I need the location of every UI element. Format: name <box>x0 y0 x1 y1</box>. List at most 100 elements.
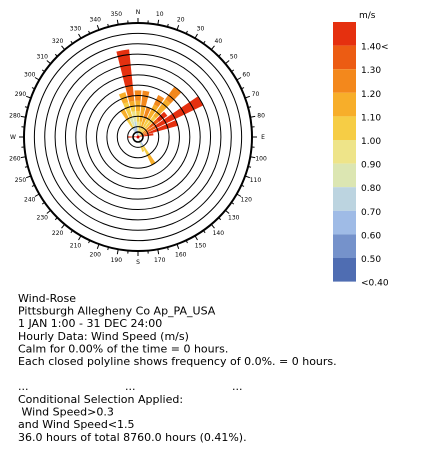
direction-tick <box>34 77 40 81</box>
minor-tick <box>54 53 58 57</box>
minor-tick <box>247 166 252 168</box>
legend-swatch <box>333 234 356 258</box>
info-line: 1 JAN 1:00 - 31 DEC 24:00 <box>18 317 162 330</box>
sector-segment <box>142 145 150 156</box>
direction-label: 220 <box>52 230 64 237</box>
direction-label: W <box>10 134 16 141</box>
direction-label: N <box>136 9 141 16</box>
minor-tick <box>88 240 91 244</box>
legend-swatch <box>333 187 356 211</box>
direction-label: 340 <box>90 17 102 24</box>
sector-segment <box>130 106 136 112</box>
direction-tick <box>194 33 198 39</box>
direction-label: 10 <box>156 11 164 18</box>
direction-label: 40 <box>215 38 223 45</box>
minor-tick <box>241 184 245 187</box>
minor-tick <box>24 166 29 168</box>
selection-line: and Wind Speed<1.5 <box>18 418 135 431</box>
direction-label: 130 <box>228 214 240 221</box>
legend-swatch <box>333 22 356 46</box>
direction-label: 280 <box>9 112 21 119</box>
sector-segment <box>127 95 135 102</box>
direction-tick <box>46 209 51 214</box>
direction-tick <box>96 25 100 31</box>
legend-label: 0.60 <box>361 231 381 241</box>
center-ring <box>132 131 144 143</box>
direction-label: 250 <box>15 177 27 184</box>
selection-line: Conditional Selection Applied: <box>18 393 183 406</box>
sector-segment <box>143 107 151 119</box>
direction-tick <box>78 33 82 39</box>
legend-title: m/s <box>359 11 376 21</box>
ring <box>64 63 212 211</box>
ring <box>116 115 160 159</box>
sector-segment <box>153 99 171 119</box>
direction-label: 230 <box>37 214 49 221</box>
minor-tick <box>231 69 235 73</box>
direction-tick <box>244 95 250 99</box>
info-line: Wind-Rose <box>18 292 76 305</box>
sector-segment <box>116 49 133 87</box>
ellipsis: ... <box>125 380 136 393</box>
sector-segment <box>139 106 146 122</box>
direction-tick <box>46 60 51 65</box>
minor-tick <box>31 184 35 187</box>
direction-label: 210 <box>70 242 82 249</box>
sector-segment <box>141 90 150 107</box>
direction-tick <box>250 115 256 118</box>
direction-tick <box>244 175 250 179</box>
direction-label: 240 <box>24 197 36 204</box>
legend-label: 1.20 <box>361 90 381 100</box>
minor-tick <box>231 201 235 205</box>
direction-tick <box>96 243 100 249</box>
direction-tick <box>236 77 242 81</box>
direction-label: 70 <box>252 91 260 98</box>
ring <box>33 32 243 242</box>
ellipsis: ... <box>232 380 243 393</box>
sector-segment <box>137 131 139 137</box>
direction-label: 260 <box>9 156 21 163</box>
direction-tick <box>78 235 82 241</box>
minor-tick <box>107 23 109 28</box>
sector-segment <box>165 86 182 104</box>
direction-label: 300 <box>24 72 36 79</box>
legend-swatch <box>333 45 356 70</box>
ring <box>127 126 149 148</box>
ellipsis: ... <box>18 380 29 393</box>
direction-label: 140 <box>213 230 225 237</box>
direction-tick <box>61 224 66 229</box>
direction-tick <box>225 60 230 65</box>
direction-tick <box>194 235 198 241</box>
direction-label: E <box>261 134 265 141</box>
legend-label: 1.30 <box>361 66 381 76</box>
sector-segment <box>134 121 137 127</box>
minor-tick <box>41 201 45 205</box>
legend-label: 1.00 <box>361 137 381 147</box>
sector-segment <box>147 120 178 135</box>
legend-label: 0.50 <box>361 255 381 265</box>
info-line: Calm for 0.00% of the time = 0 hours. <box>18 342 228 355</box>
direction-label: 330 <box>70 26 82 33</box>
legend-label: 0.80 <box>361 184 381 194</box>
selection-line: Wind Speed>0.3 <box>18 406 114 419</box>
legend-label: 1.10 <box>361 113 381 123</box>
direction-tick <box>20 115 26 118</box>
direction-tick <box>210 224 215 229</box>
sector-segment <box>120 109 129 120</box>
legend-swatch <box>333 92 356 117</box>
sector-segment <box>138 133 154 137</box>
direction-label: 60 <box>242 72 250 79</box>
direction-label: 100 <box>255 156 267 163</box>
direction-label: 170 <box>154 257 166 264</box>
direction-tick <box>61 45 66 50</box>
minor-tick <box>218 53 222 57</box>
direction-label: 150 <box>195 242 207 249</box>
legend-swatch <box>333 210 356 235</box>
ring <box>96 95 180 179</box>
minor-tick <box>54 217 58 221</box>
ring <box>85 84 191 190</box>
sector-segment <box>125 85 134 97</box>
direction-tick <box>116 249 119 255</box>
direction-label: 310 <box>37 54 49 61</box>
